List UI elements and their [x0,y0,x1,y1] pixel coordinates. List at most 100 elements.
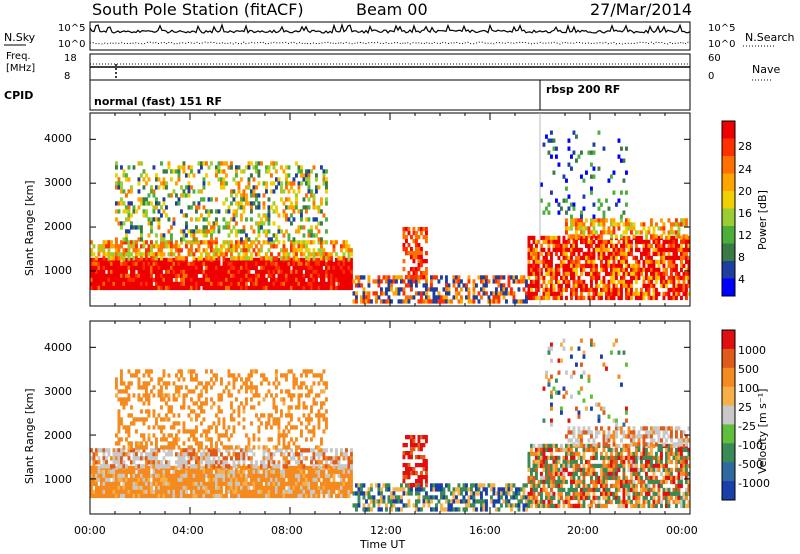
echo-cell [605,247,608,253]
echo-cell [590,162,593,167]
echo-cell [157,221,161,226]
echo-cell [347,261,351,267]
echo-cell [112,252,116,257]
echo-cell [195,477,198,483]
echo-cell [152,460,156,465]
echo-cell [622,283,626,289]
echo-cell [170,473,173,479]
echo-cell [627,226,631,231]
echo-cell [150,261,153,267]
echo-cell [440,275,443,280]
echo-cell [435,295,438,300]
echo-cell [155,244,158,249]
echo-cell [185,469,188,475]
echo-cell [572,218,576,223]
echo-cell [180,493,183,499]
echo-cell [662,243,666,249]
echo-cell [235,452,238,457]
echo-cell [172,485,176,491]
echo-cell [305,269,308,275]
echo-cell [245,385,248,390]
echo-cell [157,448,161,453]
echo-cell [197,381,201,386]
echo-cell [407,283,411,288]
echo-cell [257,248,261,253]
echo-cell [255,185,258,190]
echo-cell [687,255,691,261]
echo-cell [295,445,298,450]
echo-cell [310,405,313,410]
echo-cell [242,381,246,386]
echo-cell [327,473,331,479]
echo-cell [370,487,373,492]
echo-cell [250,261,253,267]
echo-cell [145,181,148,186]
echo-cell [172,261,176,267]
echo-cell [287,173,291,178]
echo-cell [357,499,361,504]
echo-cell [182,265,186,271]
echo-cell [285,197,288,202]
echo-cell [280,229,283,234]
echo-cell [160,445,163,450]
echo-cell [337,456,341,461]
echo-cell [265,473,268,479]
echo-cell [240,277,243,283]
echo-cell [305,193,308,198]
echo-cell [180,489,183,495]
echo-cell [272,273,276,279]
echo-cell [227,205,231,210]
echo-cell [245,481,248,487]
echo-cell [190,240,193,245]
echo-cell [610,275,613,281]
echo-cell [217,489,221,495]
echo-cell [200,165,203,170]
echo-cell [535,255,538,261]
echo-cell [220,473,223,479]
echo-cell [152,277,156,283]
echo-cell [117,437,121,442]
echo-cell [215,281,218,287]
echo-cell [282,256,286,261]
echo-cell [675,263,678,269]
echo-cell [547,243,551,249]
echo-cell [685,267,688,273]
echo-cell [102,240,106,245]
echo-cell [420,299,423,304]
echo-cell [110,469,113,475]
echo-cell [420,275,423,280]
echo-cell [305,256,308,261]
echo-cell [187,248,191,253]
echo-cell [332,489,336,495]
echo-cell [495,275,498,280]
echo-cell [267,165,271,170]
echo-cell [610,267,613,273]
echo-cell [117,452,121,457]
echo-cell [310,429,313,434]
echo-cell [367,507,371,512]
echo-cell [637,271,641,277]
echo-cell [92,252,96,257]
echo-cell [280,481,283,487]
echo-cell [565,255,568,261]
echo-cell [185,261,188,267]
echo-cell [300,429,303,434]
echo-cell [235,269,238,275]
echo-cell [232,265,236,271]
echo-cell [195,485,198,491]
echo-cell [402,243,406,248]
echo-cell [122,277,126,283]
echo-cell [160,277,163,283]
echo-cell [645,271,648,277]
echo-cell [190,456,193,461]
echo-cell [297,397,301,402]
echo-cell [142,464,146,469]
echo-cell [130,221,133,226]
echo-cell [280,261,283,267]
echo-cell [185,485,188,491]
echo-cell [237,240,241,245]
echo-cell [115,256,118,261]
echo-cell [205,485,208,491]
echo-cell [185,265,188,271]
echo-cell [307,285,311,291]
